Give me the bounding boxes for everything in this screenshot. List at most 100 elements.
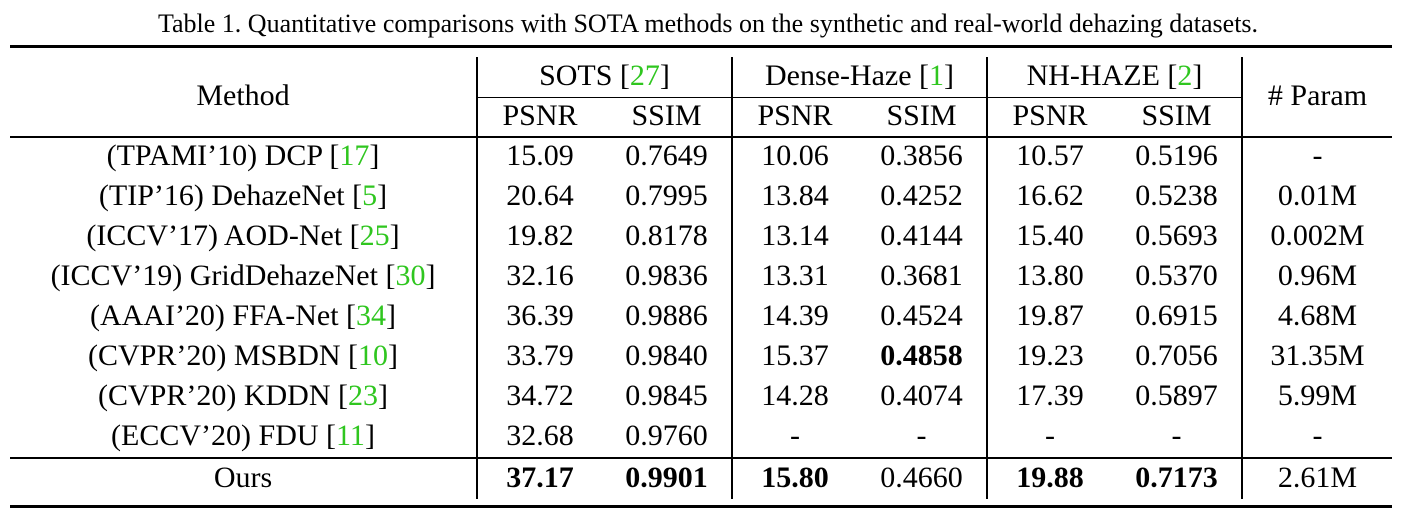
- value-cell: 0.4660: [880, 461, 963, 494]
- value-cell: 0.8178: [625, 219, 708, 252]
- value-cell: 13.14: [761, 219, 829, 252]
- value-cell: 15.09: [506, 139, 574, 172]
- value-cell-best: 0.4858: [880, 339, 963, 372]
- value-cell: 0.5196: [1135, 139, 1218, 172]
- value-cell: -: [1045, 419, 1055, 452]
- metric-header: PSNR: [1012, 99, 1088, 132]
- value-cell: 19.87: [1016, 299, 1084, 332]
- value-cell: 15.40: [1016, 219, 1084, 252]
- value-cell: -: [1171, 419, 1182, 452]
- param-cell: -: [1312, 419, 1323, 452]
- dataset-header-dense-haze: Dense-Haze [1]: [764, 59, 955, 92]
- value-cell: 17.39: [1016, 379, 1084, 412]
- column-divider: [986, 57, 988, 499]
- value-cell: 19.23: [1016, 339, 1084, 372]
- value-cell: 14.39: [761, 299, 829, 332]
- value-cell: 0.3681: [880, 259, 963, 292]
- bottom-rule: [10, 505, 1392, 508]
- param-cell: 0.96M: [1277, 259, 1358, 292]
- column-divider: [1241, 57, 1243, 499]
- citation-link[interactable]: 23: [348, 379, 378, 412]
- value-cell: 0.5693: [1135, 219, 1218, 252]
- citation-link[interactable]: 25: [359, 219, 390, 252]
- value-cell: 32.68: [506, 419, 574, 452]
- value-cell: 33.79: [506, 339, 574, 372]
- top-rule: [10, 45, 1392, 48]
- value-cell: 0.4252: [880, 179, 963, 212]
- value-cell: 13.80: [1016, 259, 1084, 292]
- method-cell: (CVPR’20) KDDN [23]: [98, 379, 388, 412]
- citation-link[interactable]: 2: [1177, 59, 1193, 92]
- value-cell: 10.06: [761, 139, 829, 172]
- method-cell: (CVPR’20) MSBDN [10]: [87, 339, 399, 372]
- value-cell: 19.82: [506, 219, 574, 252]
- value-cell: 0.4524: [880, 299, 963, 332]
- value-cell: 0.9845: [625, 379, 708, 412]
- value-cell: -: [916, 419, 927, 452]
- param-cell: 4.68M: [1277, 299, 1358, 332]
- value-cell: 0.7056: [1135, 339, 1218, 372]
- citation-link[interactable]: 27: [629, 59, 660, 92]
- value-cell: 34.72: [506, 379, 574, 412]
- citation-link[interactable]: 11: [336, 419, 365, 452]
- dataset-subrule-dense: [733, 97, 986, 99]
- value-cell: 20.64: [506, 179, 574, 212]
- metric-header: PSNR: [757, 99, 833, 132]
- citation-link[interactable]: 34: [356, 299, 387, 332]
- method-cell: (TPAMI’10) DCP [17]: [106, 139, 380, 172]
- value-cell: 0.6915: [1135, 299, 1218, 332]
- value-cell: 0.4074: [880, 379, 963, 412]
- value-cell: 0.9760: [625, 419, 708, 452]
- value-cell-best: 0.9901: [625, 461, 708, 494]
- value-cell: 36.39: [506, 299, 574, 332]
- metric-header: SSIM: [631, 99, 702, 132]
- ours-method-cell: Ours: [213, 461, 273, 494]
- value-cell: 0.9836: [625, 259, 708, 292]
- value-cell: 16.62: [1016, 179, 1084, 212]
- param-cell: -: [1312, 139, 1323, 172]
- value-cell-best: 15.80: [761, 461, 829, 494]
- citation-link[interactable]: 30: [395, 259, 426, 292]
- value-cell: 32.16: [506, 259, 574, 292]
- value-cell-best: 19.88: [1016, 461, 1084, 494]
- value-cell: 0.4144: [880, 219, 963, 252]
- column-divider: [476, 57, 478, 499]
- value-cell-best: 37.17: [506, 461, 574, 494]
- method-cell: (ICCV’17) AOD-Net [25]: [86, 219, 400, 252]
- value-cell: 0.5897: [1135, 379, 1218, 412]
- citation-link[interactable]: 17: [339, 139, 370, 172]
- method-header: Method: [196, 79, 290, 112]
- value-cell: 13.84: [761, 179, 829, 212]
- table-caption: Table 1. Quantitative comparisons with S…: [157, 9, 1259, 38]
- param-cell: 0.002M: [1270, 219, 1365, 252]
- value-cell: 0.9886: [625, 299, 708, 332]
- dataset-header-sots: SOTS [27]: [539, 59, 670, 92]
- param-cell: 31.35M: [1270, 339, 1365, 372]
- citation-link[interactable]: 1: [929, 59, 945, 92]
- value-cell: 0.7649: [625, 139, 708, 172]
- value-cell: 0.7995: [625, 179, 708, 212]
- dataset-subrule-sots: [478, 97, 731, 99]
- value-cell: 14.28: [761, 379, 829, 412]
- value-cell: 0.5370: [1135, 259, 1218, 292]
- param-header: # Param: [1267, 79, 1368, 112]
- value-cell: 10.57: [1016, 139, 1084, 172]
- column-divider: [731, 57, 733, 499]
- param-cell: 2.61M: [1277, 461, 1358, 494]
- method-cell: (ICCV’19) GridDehazeNet [30]: [50, 259, 436, 292]
- metric-header: PSNR: [502, 99, 578, 132]
- method-cell: (ECCV’20) FDU [11]: [111, 419, 375, 452]
- param-cell: 5.99M: [1277, 379, 1358, 412]
- value-cell: 0.9840: [625, 339, 708, 372]
- value-cell: 15.37: [761, 339, 829, 372]
- method-cell: (AAAI’20) FFA-Net [34]: [89, 299, 397, 332]
- header-rule: [10, 136, 1392, 138]
- dataset-header-nh-haze: NH-HAZE [2]: [1026, 59, 1203, 92]
- citation-link[interactable]: 10: [358, 339, 389, 372]
- value-cell: -: [790, 419, 800, 452]
- citation-link[interactable]: 5: [362, 179, 378, 212]
- value-cell: 0.5238: [1135, 179, 1218, 212]
- value-cell-best: 0.7173: [1135, 461, 1218, 494]
- value-cell: 0.3856: [880, 139, 963, 172]
- ours-rule: [10, 457, 1392, 459]
